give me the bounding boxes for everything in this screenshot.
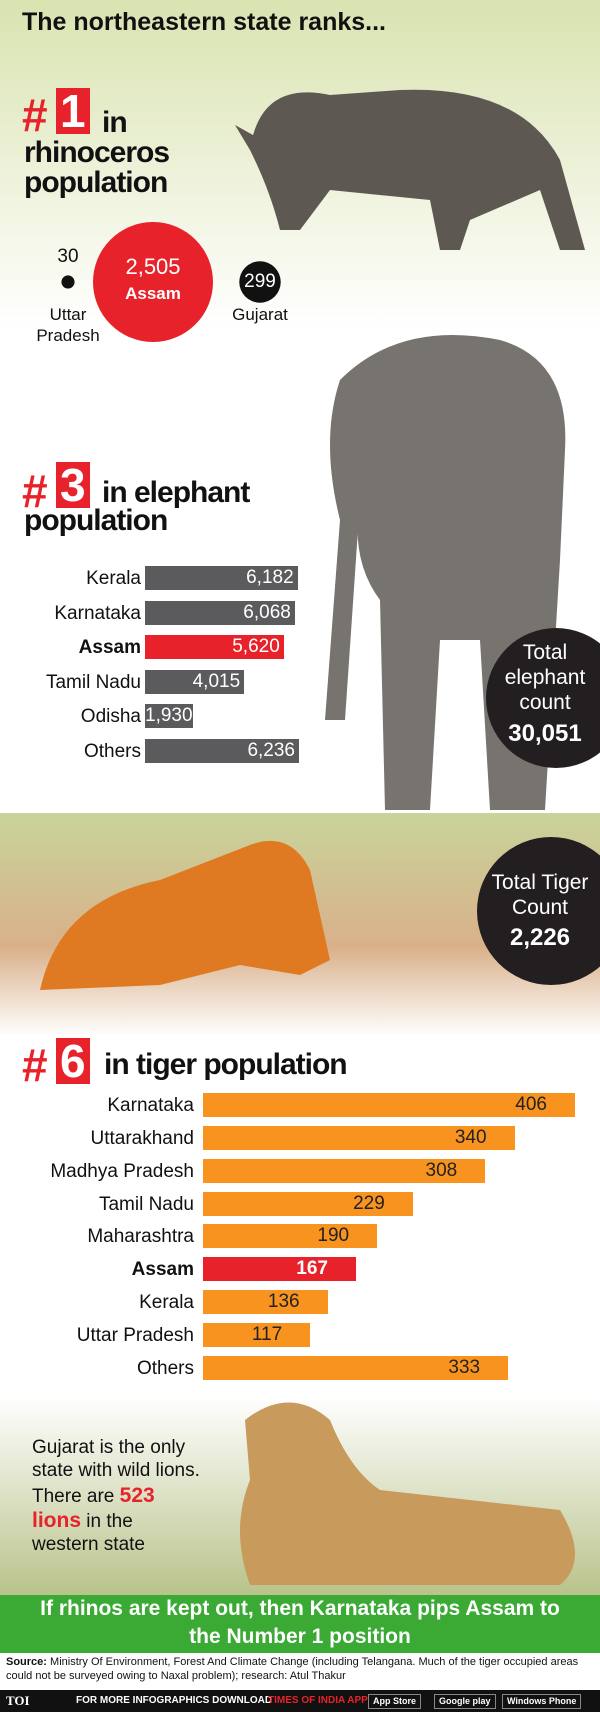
bar — [203, 1224, 378, 1249]
rank: 1 — [56, 88, 90, 134]
bar-value: 6,068 — [243, 601, 291, 623]
state-name: Tamil Nadu — [45, 671, 141, 693]
banner-line: If rhinos are kept out, then Karnataka p… — [40, 1597, 560, 1620]
tiger-photo — [40, 840, 330, 990]
banner-line: the Number 1 position — [189, 1625, 411, 1648]
footer-app: TIMES OF INDIA APP — [268, 1695, 368, 1706]
title: The northeastern state ranks... — [22, 8, 387, 36]
caption: rhinoceros — [24, 136, 170, 169]
total-caption: Total Tiger Count — [491, 871, 589, 920]
caption: population — [24, 166, 168, 199]
rhino-photo — [250, 89, 585, 250]
total-caption: Total elephant count — [504, 641, 586, 715]
footer-logo: TOI — [6, 1693, 30, 1708]
bar-value: 340 — [454, 1126, 487, 1148]
state-name: Uttar Pradesh — [76, 1324, 194, 1346]
circles — [61, 222, 600, 985]
source-text: Ministry Of Environment, Forest And Clim… — [6, 1656, 579, 1682]
total-circle — [486, 628, 600, 768]
lion-text-before: Gujarat is the only state with wild lion… — [32, 1437, 200, 1507]
bubble-value: 299 — [244, 271, 276, 292]
bar — [145, 704, 193, 729]
source-label: Source: — [6, 1656, 47, 1668]
badge[interactable]: Google play — [434, 1694, 496, 1709]
bubble — [239, 261, 281, 303]
badge[interactable]: Windows Phone — [502, 1694, 582, 1709]
bar-value: 229 — [353, 1192, 385, 1214]
bubble — [93, 222, 213, 342]
state-name: Uttarakhand — [90, 1127, 194, 1149]
caption: population — [24, 504, 168, 537]
lion-highlight: 523 lions — [32, 1483, 155, 1533]
state-name: Tamil Nadu — [98, 1193, 194, 1215]
bar-value: 6,182 — [246, 567, 294, 588]
bar — [145, 600, 295, 625]
bar — [145, 566, 298, 590]
state-name: Kerala — [139, 1292, 194, 1314]
source: Source: Ministry Of Environment, Forest … — [6, 1656, 596, 1684]
bar-value: 4,015 — [192, 670, 241, 692]
bar-value: 190 — [317, 1225, 350, 1247]
bar-value: 6,236 — [247, 740, 295, 761]
caption: in tiger population — [104, 1048, 348, 1081]
state-name: Karnataka — [107, 1095, 194, 1116]
bar — [145, 669, 245, 694]
rank-symbol: # — [22, 1039, 48, 1091]
total-circle — [477, 837, 600, 985]
bar — [203, 1322, 311, 1347]
rank: 6 — [56, 1038, 90, 1084]
bubble — [61, 275, 75, 289]
bubble-value: 30 — [57, 246, 79, 267]
bar — [203, 1125, 515, 1150]
lion-text: Gujarat is the only state with wild lion… — [32, 1437, 202, 1557]
bubble-name: Gujarat — [232, 305, 288, 324]
rank-symbol: # — [22, 89, 48, 141]
bar — [203, 1257, 356, 1282]
footer-bg — [0, 1690, 600, 1712]
lion-photo — [240, 1402, 575, 1585]
caption: in — [102, 106, 128, 139]
bar — [203, 1158, 486, 1183]
total-value: 2,226 — [509, 924, 571, 951]
bar — [203, 1290, 328, 1315]
bubble-value: 2,505 — [125, 254, 181, 279]
bar-value: 117 — [251, 1323, 283, 1345]
bar-value: 406 — [515, 1094, 547, 1115]
rank: 3 — [56, 462, 90, 508]
state-name: Karnataka — [54, 602, 141, 624]
caption: in elephant — [102, 476, 250, 509]
state-name: Maharashtra — [87, 1226, 194, 1248]
rhino-horn — [235, 125, 262, 150]
state-name: Assam — [78, 637, 141, 659]
bar — [203, 1355, 509, 1380]
bar-value: 1,930 — [145, 705, 193, 727]
state-name: Madhya Pradesh — [50, 1160, 194, 1182]
bar — [203, 1093, 575, 1117]
lion-text-after: in the western state — [32, 1511, 145, 1556]
rank-symbol: # — [22, 465, 48, 517]
badge[interactable]: App Store — [368, 1694, 422, 1709]
bar-value: 167 — [296, 1258, 328, 1280]
bar — [145, 739, 299, 763]
state-name: Assam — [131, 1259, 194, 1281]
state-name: Kerala — [86, 568, 141, 589]
bar — [145, 635, 284, 660]
bar-value: 136 — [267, 1291, 300, 1313]
banner-bg — [0, 1595, 600, 1653]
bar-value: 308 — [425, 1159, 458, 1181]
bar — [203, 1191, 413, 1216]
state-name: Others — [136, 1357, 194, 1379]
bar-value: 333 — [448, 1356, 481, 1378]
state-name: Odisha — [80, 706, 141, 728]
bar-value: 5,620 — [232, 636, 280, 658]
total-value: 30,051 — [508, 720, 582, 747]
bubble-name: Assam — [125, 284, 181, 303]
bubble-name: Uttar Pradesh — [36, 305, 100, 346]
footer-text: FOR MORE INFOGRAPHICS DOWNLOAD — [76, 1695, 273, 1706]
state-name: Others — [83, 741, 141, 762]
